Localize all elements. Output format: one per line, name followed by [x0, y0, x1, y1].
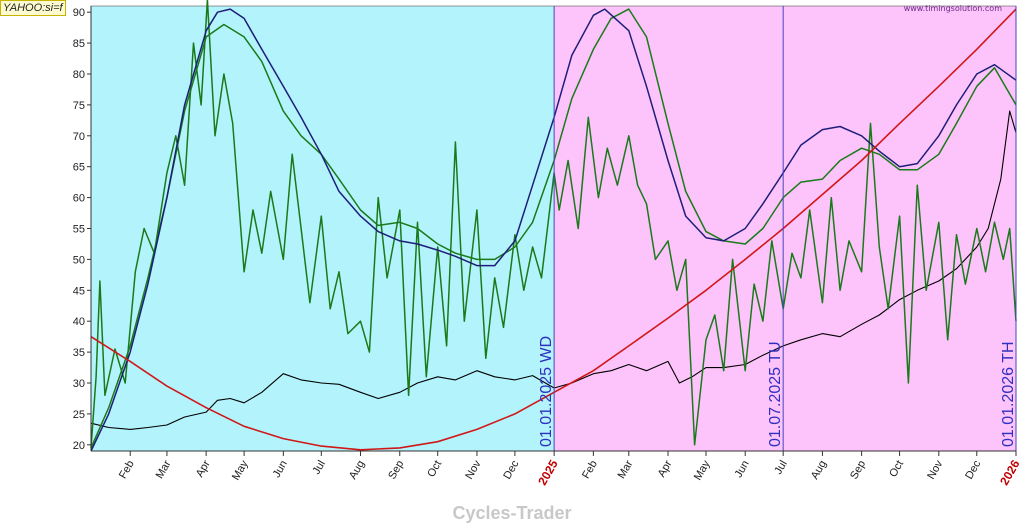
- x-tick-label-9: Nov: [463, 458, 483, 481]
- y-tick-label-40: 40: [73, 316, 85, 328]
- y-tick-label-55: 55: [73, 224, 85, 236]
- x-tick-label-14: Apr: [656, 458, 675, 479]
- y-tick-label-35: 35: [73, 347, 85, 359]
- y-tick-label-80: 80: [73, 69, 85, 81]
- y-tick-label-25: 25: [73, 409, 85, 421]
- marker-label-1: 01.07.2025 TU: [767, 341, 784, 447]
- y-tick-label-85: 85: [73, 38, 85, 50]
- vertical-markers: 01.01.2025 WD 01.07.2025 TU 01.01.2026 TH: [538, 6, 1017, 451]
- y-tick-label-30: 30: [73, 378, 85, 390]
- x-tick-label-22: Dec: [963, 458, 983, 481]
- x-tick-label-13: Mar: [616, 458, 636, 481]
- x-tick-label-12: Feb: [580, 459, 600, 481]
- x-tick-label-4: Jun: [271, 459, 290, 480]
- x-tick-label-17: Jul: [772, 459, 789, 477]
- x-axis: Feb Mar Apr May Jun Jul Aug Sep Oct Nov Dec 2025 Feb…: [91, 450, 1023, 488]
- y-axis: 20 25 30 35 40 45 50 55 60 65 70 75 80 85 90: [73, 6, 92, 452]
- x-tick-label-21: Nov: [925, 458, 945, 481]
- x-tick-label-19: Sep: [848, 459, 868, 482]
- series-line-3: [90, 8, 1017, 452]
- marker-label-0: 01.01.2025 WD: [538, 336, 555, 447]
- website-label: www.timingsolution.com: [903, 4, 1002, 13]
- marker-label-2: 01.01.2026 TH: [1000, 341, 1017, 447]
- y-tick-label-60: 60: [73, 193, 85, 205]
- x-tick-label-18: Aug: [809, 459, 829, 482]
- x-tick-label-5: Jul: [310, 459, 327, 477]
- x-tick-label-1: Mar: [154, 458, 174, 481]
- x-tick-label-16: Jun: [733, 459, 752, 480]
- x-tick-label-23: 2026: [997, 457, 1023, 487]
- x-tick-label-11: 2025: [535, 457, 561, 487]
- y-tick-label-90: 90: [73, 7, 85, 19]
- y-tick-label-45: 45: [73, 285, 85, 297]
- x-tick-label-8: Oct: [425, 459, 444, 480]
- y-tick-label-70: 70: [73, 131, 85, 143]
- x-tick-label-15: May: [692, 458, 713, 482]
- y-tick-label-50: 50: [73, 254, 85, 266]
- x-tick-label-0: Feb: [117, 459, 137, 481]
- x-tick-label-6: Aug: [347, 459, 367, 482]
- ticker-label: YAHOO:si=f: [0, 0, 66, 16]
- x-tick-label-2: Apr: [194, 458, 213, 479]
- y-tick-label-65: 65: [73, 162, 85, 174]
- y-tick-label-75: 75: [73, 100, 85, 112]
- x-tick-label-7: Sep: [386, 459, 406, 482]
- footer-title: Cycles-Trader: [452, 503, 572, 523]
- background-region-1: [554, 6, 1016, 451]
- x-tick-label-20: Oct: [887, 459, 906, 480]
- x-tick-label-3: May: [230, 458, 251, 482]
- x-tick-label-10: Dec: [501, 458, 521, 481]
- y-tick-label-20: 20: [73, 440, 85, 452]
- series-line-1: [90, 0, 1017, 448]
